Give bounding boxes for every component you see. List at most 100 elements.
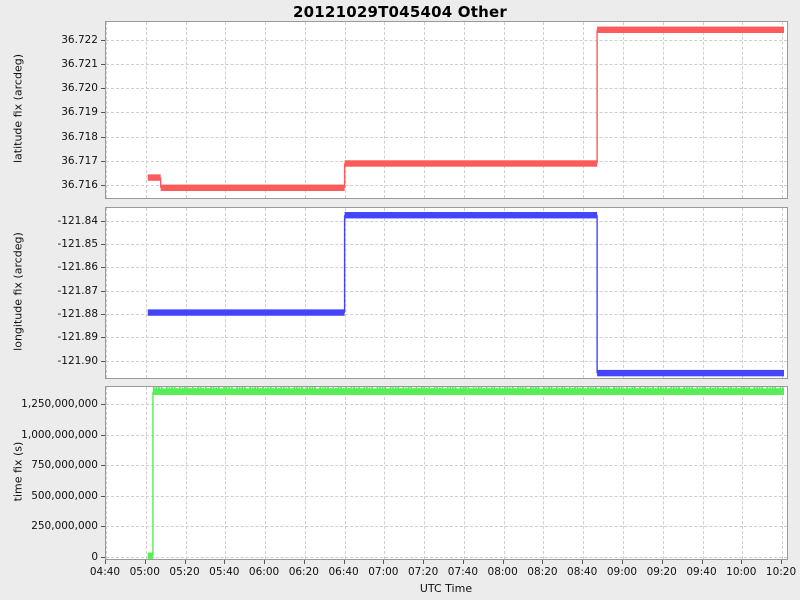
trace-marker: [477, 387, 480, 390]
x-tick-mark: [462, 560, 464, 564]
trace-marker: [191, 387, 194, 390]
x-tick-label: 05:00: [129, 566, 160, 578]
trace-marker: [451, 387, 454, 391]
trace-marker: [306, 387, 309, 390]
trace-marker: [402, 387, 405, 390]
trace-marker: [267, 387, 270, 390]
y-tick-label: 36.717: [61, 155, 98, 168]
trace-marker: [665, 387, 667, 390]
trace-marker: [683, 387, 686, 390]
x-tick-mark: [423, 560, 425, 564]
trace-marker: [332, 387, 335, 390]
y-tick-mark: [101, 360, 105, 362]
trace-marker: [540, 388, 543, 392]
trace-marker: [724, 387, 727, 392]
trace-marker: [490, 387, 493, 390]
trace-segment: [152, 388, 785, 395]
trace-marker: [527, 388, 530, 392]
trace-marker: [483, 387, 485, 392]
y-tick-label: -121.90: [57, 354, 98, 367]
trace-marker: [719, 387, 722, 391]
y-tick-mark: [101, 136, 105, 138]
plot-panel-latitude-fix: [105, 21, 788, 199]
trace-marker: [158, 387, 160, 391]
data-trace-time-fix: [147, 387, 785, 559]
trace-marker: [514, 388, 517, 392]
trace-marker: [368, 387, 371, 391]
y-tick-label: -121.87: [57, 284, 98, 297]
trace-marker: [480, 387, 483, 390]
trace-marker: [241, 387, 244, 391]
trace-marker: [249, 387, 251, 390]
trace-marker: [522, 387, 524, 391]
trace-marker: [423, 387, 426, 390]
trace-marker: [186, 387, 189, 390]
x-tick-label: 07:20: [407, 566, 439, 578]
y-tick-mark: [101, 161, 105, 163]
trace-marker: [685, 387, 688, 391]
trace-marker: [475, 387, 478, 391]
trace-marker: [155, 387, 158, 391]
x-tick-label: 10:20: [765, 566, 797, 578]
y-axis-label: latitude fix (arcdeg): [11, 53, 25, 164]
trace-marker: [566, 387, 569, 392]
trace-marker: [438, 387, 441, 391]
trace-marker: [246, 388, 249, 392]
x-tick-label: 09:20: [646, 566, 677, 578]
y-tick-label: -121.89: [57, 331, 98, 344]
trace-marker: [574, 387, 576, 390]
x-tick-mark: [701, 560, 703, 564]
y-tick-label: 750,000,000: [31, 459, 98, 472]
y-tick-label: 36.718: [61, 130, 98, 143]
trace-marker: [613, 387, 615, 390]
trace-marker: [706, 388, 709, 392]
trace-marker: [264, 387, 267, 391]
plot-panel-time-fix: [105, 386, 788, 560]
y-tick-mark: [101, 404, 105, 406]
trace-marker: [230, 387, 233, 390]
y-tick-label: -121.85: [57, 238, 98, 251]
trace-marker: [548, 387, 550, 390]
trace-marker: [597, 388, 600, 392]
trace-marker: [550, 387, 553, 390]
trace-marker: [579, 387, 582, 391]
trace-marker: [730, 387, 732, 390]
trace-marker: [532, 387, 535, 391]
x-tick-label: 06:00: [248, 566, 280, 578]
trace-marker: [649, 387, 652, 391]
trace-marker: [199, 387, 202, 390]
trace-marker: [748, 387, 751, 390]
trace-marker: [366, 387, 368, 390]
trace-marker: [215, 387, 218, 391]
trace-marker: [516, 387, 519, 390]
trace-marker: [436, 387, 439, 390]
trace-segment: [147, 552, 153, 559]
trace-marker: [176, 388, 179, 392]
trace-marker: [207, 388, 210, 392]
trace-marker: [717, 387, 719, 390]
trace-marker: [441, 387, 444, 390]
trace-marker: [641, 387, 644, 391]
x-tick-label: 09:40: [686, 566, 717, 578]
trace-marker: [620, 387, 623, 390]
y-tick-mark: [101, 313, 105, 315]
trace-marker: [662, 387, 665, 391]
trace-marker: [314, 387, 316, 390]
trace-marker: [415, 387, 418, 390]
trace-marker: [420, 387, 423, 390]
x-tick-mark: [184, 560, 186, 564]
trace-marker: [345, 387, 348, 390]
trace-marker: [545, 387, 548, 391]
x-tick-mark: [781, 560, 783, 564]
trace-segment: [344, 212, 598, 219]
trace-marker: [506, 387, 509, 390]
trace-segment: [597, 369, 785, 377]
y-tick-label: 500,000,000: [31, 489, 98, 502]
trace-marker: [542, 387, 545, 390]
y-tick-label: -121.84: [57, 214, 98, 227]
trace-marker: [766, 387, 769, 390]
trace-marker: [756, 387, 758, 391]
x-tick-mark: [144, 560, 146, 564]
trace-marker: [194, 387, 197, 391]
trace-marker: [558, 387, 561, 391]
